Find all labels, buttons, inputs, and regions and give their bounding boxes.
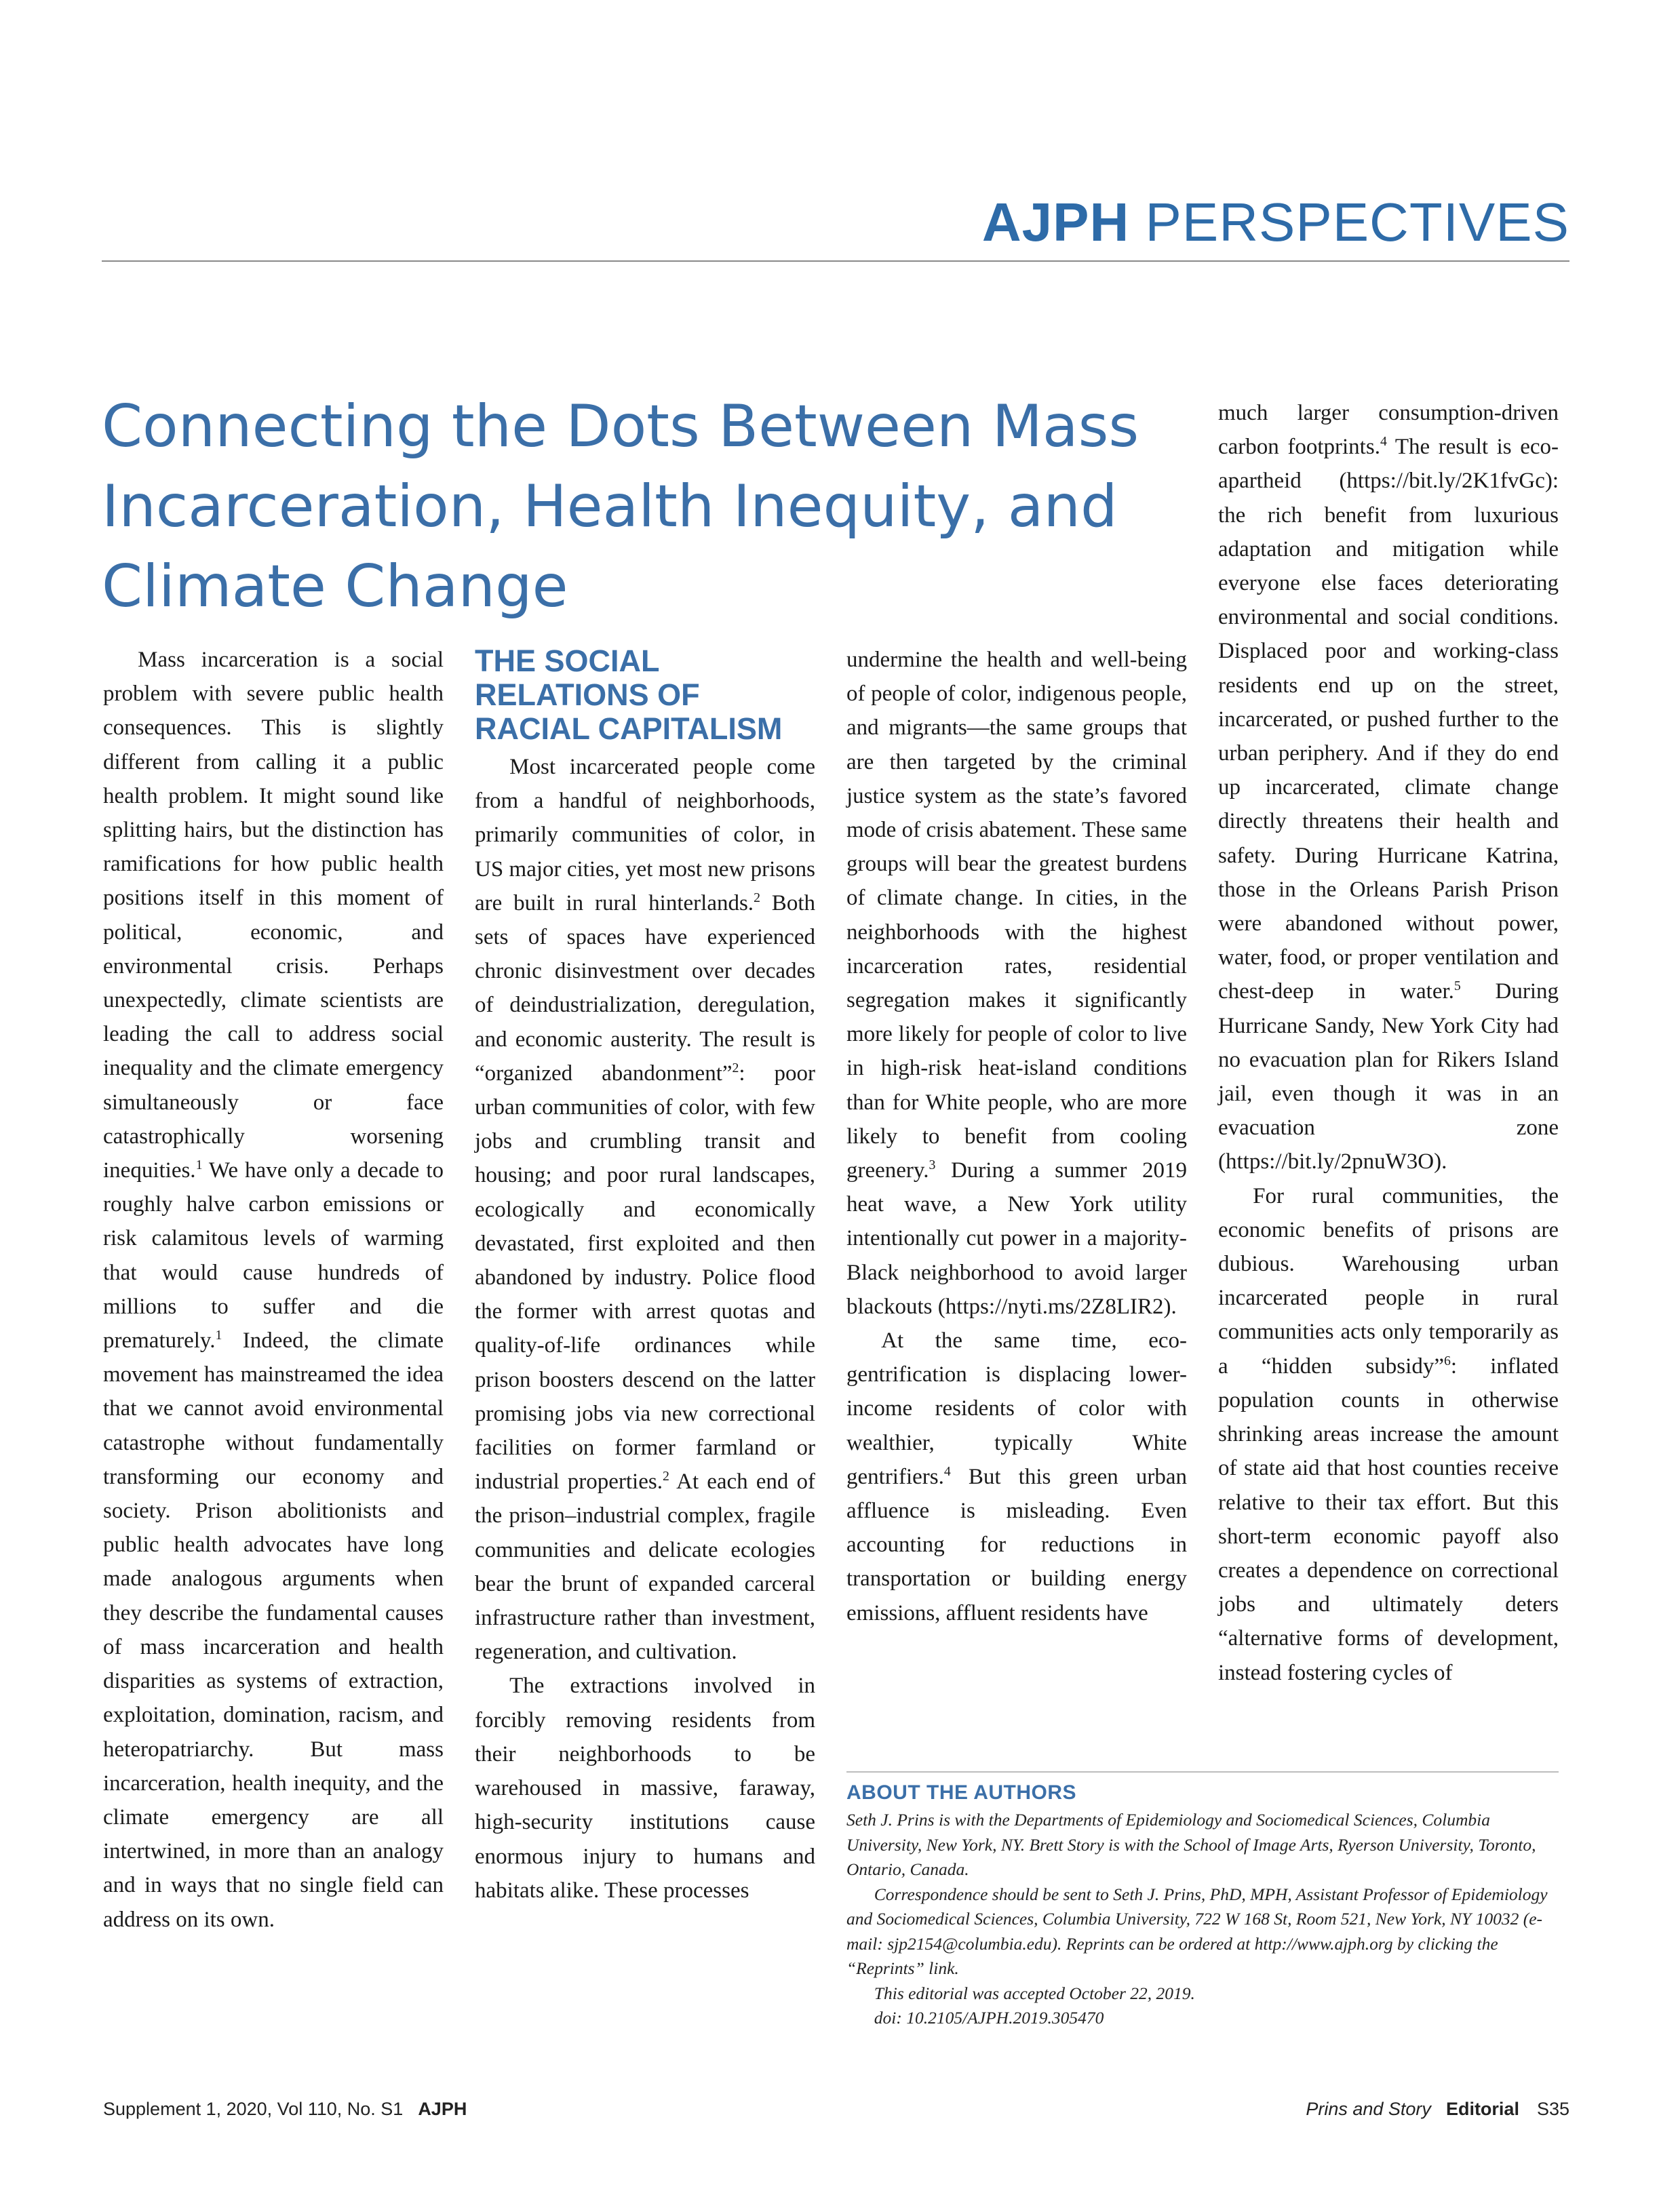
page-number: S35 (1536, 2099, 1569, 2119)
column-4: much larger consumption-driven carbon fo… (1218, 396, 1559, 1690)
reference-marker: 1 (215, 1328, 222, 1343)
reference-marker: 1 (195, 1158, 203, 1173)
reference-marker: 6 (1443, 1353, 1451, 1368)
reference-marker: 5 (1453, 979, 1461, 994)
authors-rule (846, 1771, 1559, 1773)
section-name: PERSPECTIVES (1145, 192, 1569, 252)
paragraph: The extractions involved in forcibly rem… (475, 1674, 815, 1903)
paragraph: undermine the health and well-being of p… (846, 648, 1187, 1319)
reference-marker: 4 (943, 1463, 951, 1479)
authors-correspondence: Correspondence should be sent to Seth J.… (846, 1884, 1548, 1979)
article-title: Connecting the Dots Between Mass Incarce… (102, 393, 1139, 620)
paragraph: Most incarcerated people come from a han… (475, 755, 815, 1665)
footer-issue-info: Supplement 1, 2020, Vol 110, No. S1 AJPH (103, 2099, 467, 2120)
header-rule (102, 260, 1569, 262)
journal-section-header: AJPH PERSPECTIVES (982, 191, 1569, 254)
column-3: undermine the health and well-being of p… (846, 643, 1187, 1630)
doi: doi: 10.2105/AJPH.2019.305470 (874, 2008, 1104, 2028)
about-the-authors: ABOUT THE AUTHORS Seth J. Prins is with … (846, 1779, 1559, 2031)
paragraph: For rural communities, the economic bene… (1218, 1183, 1559, 1685)
section-heading: THE SOCIAL RELATIONS OF RACIAL CAPITALIS… (475, 644, 783, 746)
paragraph: At the same time, eco-gentrification is … (846, 1328, 1187, 1625)
journal-name: AJPH (981, 192, 1130, 252)
reference-marker: 4 (1380, 434, 1387, 450)
reference-marker: 3 (929, 1158, 936, 1173)
footer-journal: AJPH (418, 2099, 467, 2119)
column-1: Mass incarceration is a social problem w… (103, 643, 444, 1937)
paragraph: much larger consumption-driven carbon fo… (1218, 401, 1559, 1174)
footer-issue: Supplement 1, 2020, Vol 110, No. S1 (103, 2099, 404, 2119)
reference-marker: 2 (662, 1469, 669, 1484)
footer-article-type: Editorial (1445, 2099, 1519, 2119)
paragraph: Mass incarceration is a social problem w… (103, 648, 444, 1932)
footer-authors: Prins and Story (1306, 2099, 1431, 2119)
reference-marker: 2 (754, 890, 760, 905)
footer-article-info: Prins and Story Editorial S35 (1306, 2099, 1569, 2120)
authors-heading: ABOUT THE AUTHORS (846, 1781, 1077, 1804)
reference-marker: 2 (732, 1060, 739, 1075)
authors-affiliation: Seth J. Prins is with the Departments of… (846, 1810, 1536, 1879)
accepted-date: This editorial was accepted October 22, … (874, 1983, 1195, 2003)
column-2: THE SOCIAL RELATIONS OF RACIAL CAPITALIS… (475, 644, 815, 1908)
